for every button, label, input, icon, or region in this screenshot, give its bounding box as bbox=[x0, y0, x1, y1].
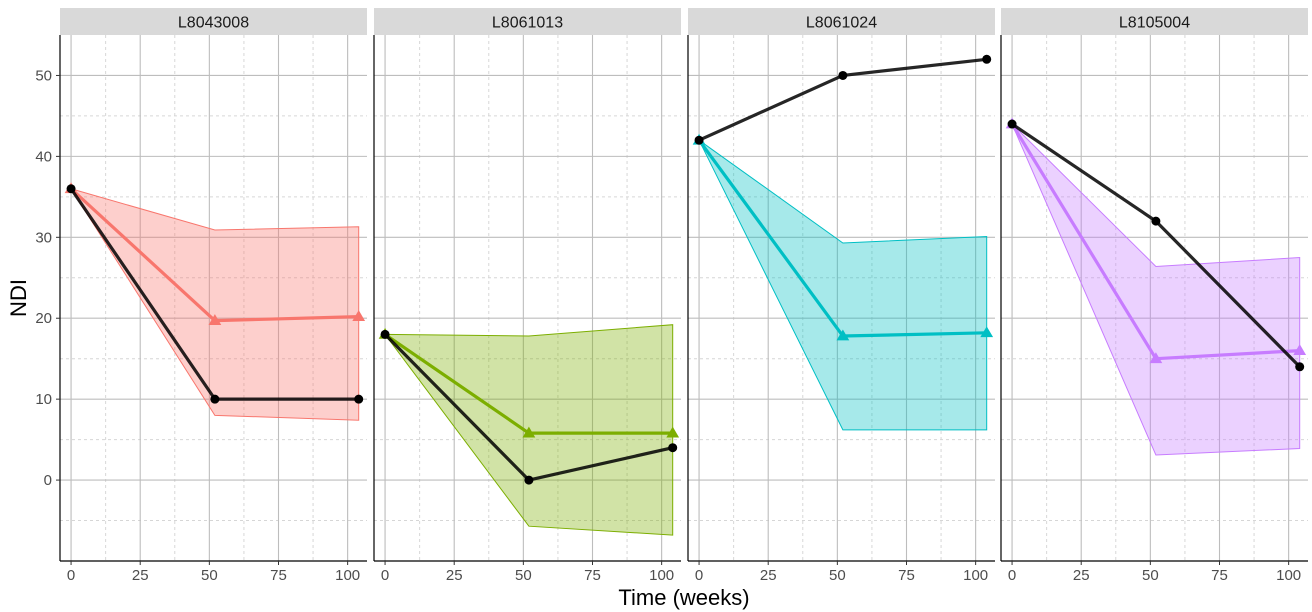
facet-panel-L8061013: L8061013 0 25 50 75 100 bbox=[373, 8, 681, 584]
observed-point bbox=[982, 54, 992, 64]
observed-point bbox=[524, 475, 534, 485]
x-tick-label: 100 bbox=[649, 567, 674, 584]
observed-point bbox=[668, 443, 678, 453]
x-tick-label: 75 bbox=[584, 567, 601, 584]
x-tick-label: 0 bbox=[1008, 567, 1016, 584]
x-tick-label: 25 bbox=[760, 567, 777, 584]
observed-point bbox=[380, 329, 390, 339]
x-tick-label: 0 bbox=[695, 567, 703, 584]
x-tick-label: 50 bbox=[515, 567, 532, 584]
y-axis-title: NDI bbox=[6, 279, 31, 317]
observed-point bbox=[210, 394, 220, 404]
x-tick-label: 0 bbox=[67, 567, 75, 584]
x-tick-label: 25 bbox=[132, 567, 149, 584]
predicted-point bbox=[1293, 344, 1307, 355]
prediction-band bbox=[69, 187, 360, 421]
observed-point bbox=[838, 70, 848, 80]
observed-point bbox=[694, 135, 704, 145]
prediction-band bbox=[698, 139, 988, 431]
x-tick-label: 100 bbox=[1276, 567, 1301, 584]
x-tick-label: 25 bbox=[446, 567, 463, 584]
facet-strip-label: L8043008 bbox=[178, 15, 249, 32]
predicted-point bbox=[1149, 352, 1163, 364]
y-tick-label: 40 bbox=[35, 148, 52, 165]
prediction-band bbox=[1011, 123, 1301, 456]
y-tick-label: 10 bbox=[35, 391, 52, 408]
observed-point bbox=[1295, 362, 1305, 372]
x-tick-label: 100 bbox=[335, 567, 360, 584]
facet-panel-L8043008: L8043008 0 25 50 75 100 bbox=[59, 8, 367, 584]
predicted-point bbox=[980, 326, 994, 338]
x-tick-label: 25 bbox=[1073, 567, 1090, 584]
facet-panel-L8061024: L8061024 0 25 50 75 100 bbox=[687, 8, 995, 584]
x-tick-label: 50 bbox=[201, 567, 218, 584]
y-tick-label: 20 bbox=[35, 310, 52, 327]
y-tick-label: 30 bbox=[35, 229, 52, 246]
x-tick-label: 75 bbox=[270, 567, 287, 584]
x-axis-title: Time (weeks) bbox=[618, 585, 749, 610]
facet-strip bbox=[374, 8, 681, 35]
facet-strip-label: L8061024 bbox=[806, 15, 877, 32]
x-tick-label: 0 bbox=[381, 567, 389, 584]
x-tick-label: 100 bbox=[963, 567, 988, 584]
facet-strip-label: L8105004 bbox=[1119, 15, 1190, 32]
observed-point bbox=[1151, 216, 1161, 226]
predicted-point bbox=[666, 426, 680, 438]
facet-strip bbox=[1001, 8, 1308, 35]
facet-panel-L8105004: L8105004 0 25 50 75 100 bbox=[1000, 8, 1308, 584]
predicted-point bbox=[522, 426, 536, 438]
x-tick-label: 75 bbox=[898, 567, 915, 584]
facet-strip bbox=[688, 8, 995, 35]
x-tick-label: 50 bbox=[829, 567, 846, 584]
predicted-point bbox=[352, 310, 366, 322]
x-tick-label: 75 bbox=[1211, 567, 1228, 584]
observed-point bbox=[66, 184, 76, 194]
y-tick-label: 50 bbox=[35, 67, 52, 84]
y-tick-label: 0 bbox=[44, 472, 52, 489]
x-tick-label: 50 bbox=[1142, 567, 1159, 584]
facet-strip-label: L8061013 bbox=[492, 15, 563, 32]
predicted-point bbox=[208, 314, 222, 326]
observed-point bbox=[354, 394, 364, 404]
facet-strip bbox=[60, 8, 367, 35]
observed-point bbox=[1007, 119, 1017, 129]
predicted-point bbox=[836, 329, 850, 341]
